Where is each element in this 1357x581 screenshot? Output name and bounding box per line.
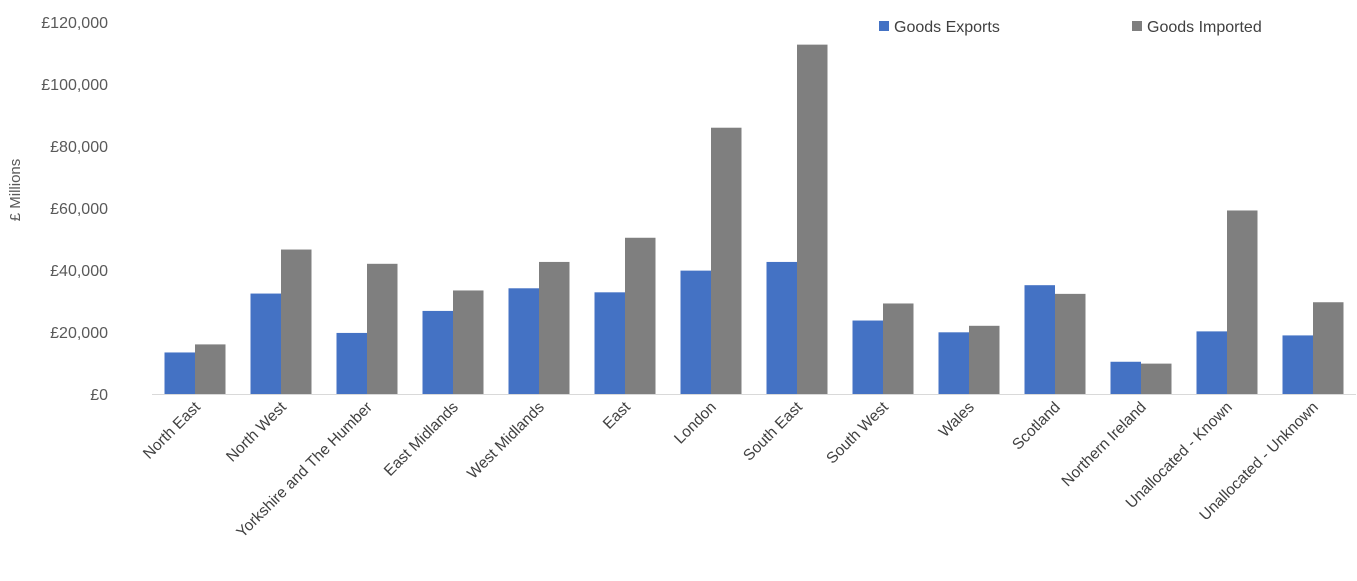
bars bbox=[164, 44, 1344, 395]
y-tick-label: £20,000 bbox=[50, 325, 108, 342]
bar-goods-imported bbox=[625, 237, 656, 394]
x-tick-label: Northern Ireland bbox=[1059, 399, 1150, 490]
x-tick-label: West Midlands bbox=[464, 399, 548, 483]
x-tick-label: Yorkshire and The Humber bbox=[233, 399, 375, 541]
legend-swatch bbox=[1132, 21, 1142, 31]
bar-goods-exports bbox=[594, 292, 625, 394]
bar-goods-exports bbox=[422, 310, 453, 394]
bar-goods-exports bbox=[938, 332, 969, 394]
bar-goods-exports bbox=[1110, 361, 1141, 394]
x-tick-label: South West bbox=[823, 398, 892, 467]
bar-goods-imported bbox=[1227, 210, 1258, 394]
x-tick-label: North East bbox=[140, 398, 204, 462]
y-tick-label: £0 bbox=[90, 387, 108, 404]
y-tick-label: £120,000 bbox=[41, 15, 108, 32]
y-tick-label: £80,000 bbox=[50, 139, 108, 156]
legend-swatch bbox=[879, 21, 889, 31]
x-tick-label: East bbox=[600, 398, 634, 432]
x-tick-label: South East bbox=[740, 398, 806, 464]
bar-goods-imported bbox=[539, 261, 570, 394]
bar-goods-imported bbox=[453, 290, 484, 394]
bar-goods-imported bbox=[367, 263, 398, 394]
bar-goods-imported bbox=[969, 325, 1000, 394]
legend: Goods Exports Goods Imported bbox=[879, 19, 1262, 36]
bar-goods-imported bbox=[711, 127, 742, 395]
bar-goods-imported bbox=[883, 303, 914, 394]
x-tick-label: Wales bbox=[936, 399, 978, 441]
bar-goods-imported bbox=[1141, 363, 1172, 394]
bar-goods-exports bbox=[1024, 285, 1055, 394]
bar-goods-exports bbox=[766, 261, 797, 394]
x-tick-label: Scotland bbox=[1009, 399, 1064, 454]
y-axis-title: £ Millions bbox=[7, 159, 24, 222]
x-tick-label: London bbox=[671, 399, 720, 448]
bar-goods-exports bbox=[164, 352, 195, 394]
y-tick-label: £40,000 bbox=[50, 263, 108, 280]
bar-goods-imported bbox=[797, 44, 828, 394]
bar-goods-imported bbox=[1055, 293, 1086, 394]
x-tick-label: East Midlands bbox=[381, 399, 462, 480]
bar-goods-exports bbox=[680, 270, 711, 394]
bar-goods-exports bbox=[852, 320, 883, 394]
y-axis-ticks: £0 £20,000 £40,000 £60,000 £80,000 £100,000 £1… bbox=[41, 15, 108, 404]
y-tick-label: £60,000 bbox=[50, 201, 108, 218]
y-tick-label: £100,000 bbox=[41, 77, 108, 94]
bar-goods-exports bbox=[508, 288, 539, 394]
bar-goods-exports bbox=[1196, 331, 1227, 394]
bar-goods-exports bbox=[250, 293, 281, 394]
bar-goods-exports bbox=[336, 332, 367, 394]
legend-label: Goods Imported bbox=[1147, 19, 1262, 36]
bar-goods-imported bbox=[195, 344, 226, 394]
bar-goods-exports bbox=[1282, 335, 1313, 394]
bar-goods-imported bbox=[281, 249, 312, 394]
bar-goods-imported bbox=[1313, 302, 1344, 394]
x-tick-label: North West bbox=[223, 398, 290, 465]
legend-label: Goods Exports bbox=[894, 19, 1000, 36]
